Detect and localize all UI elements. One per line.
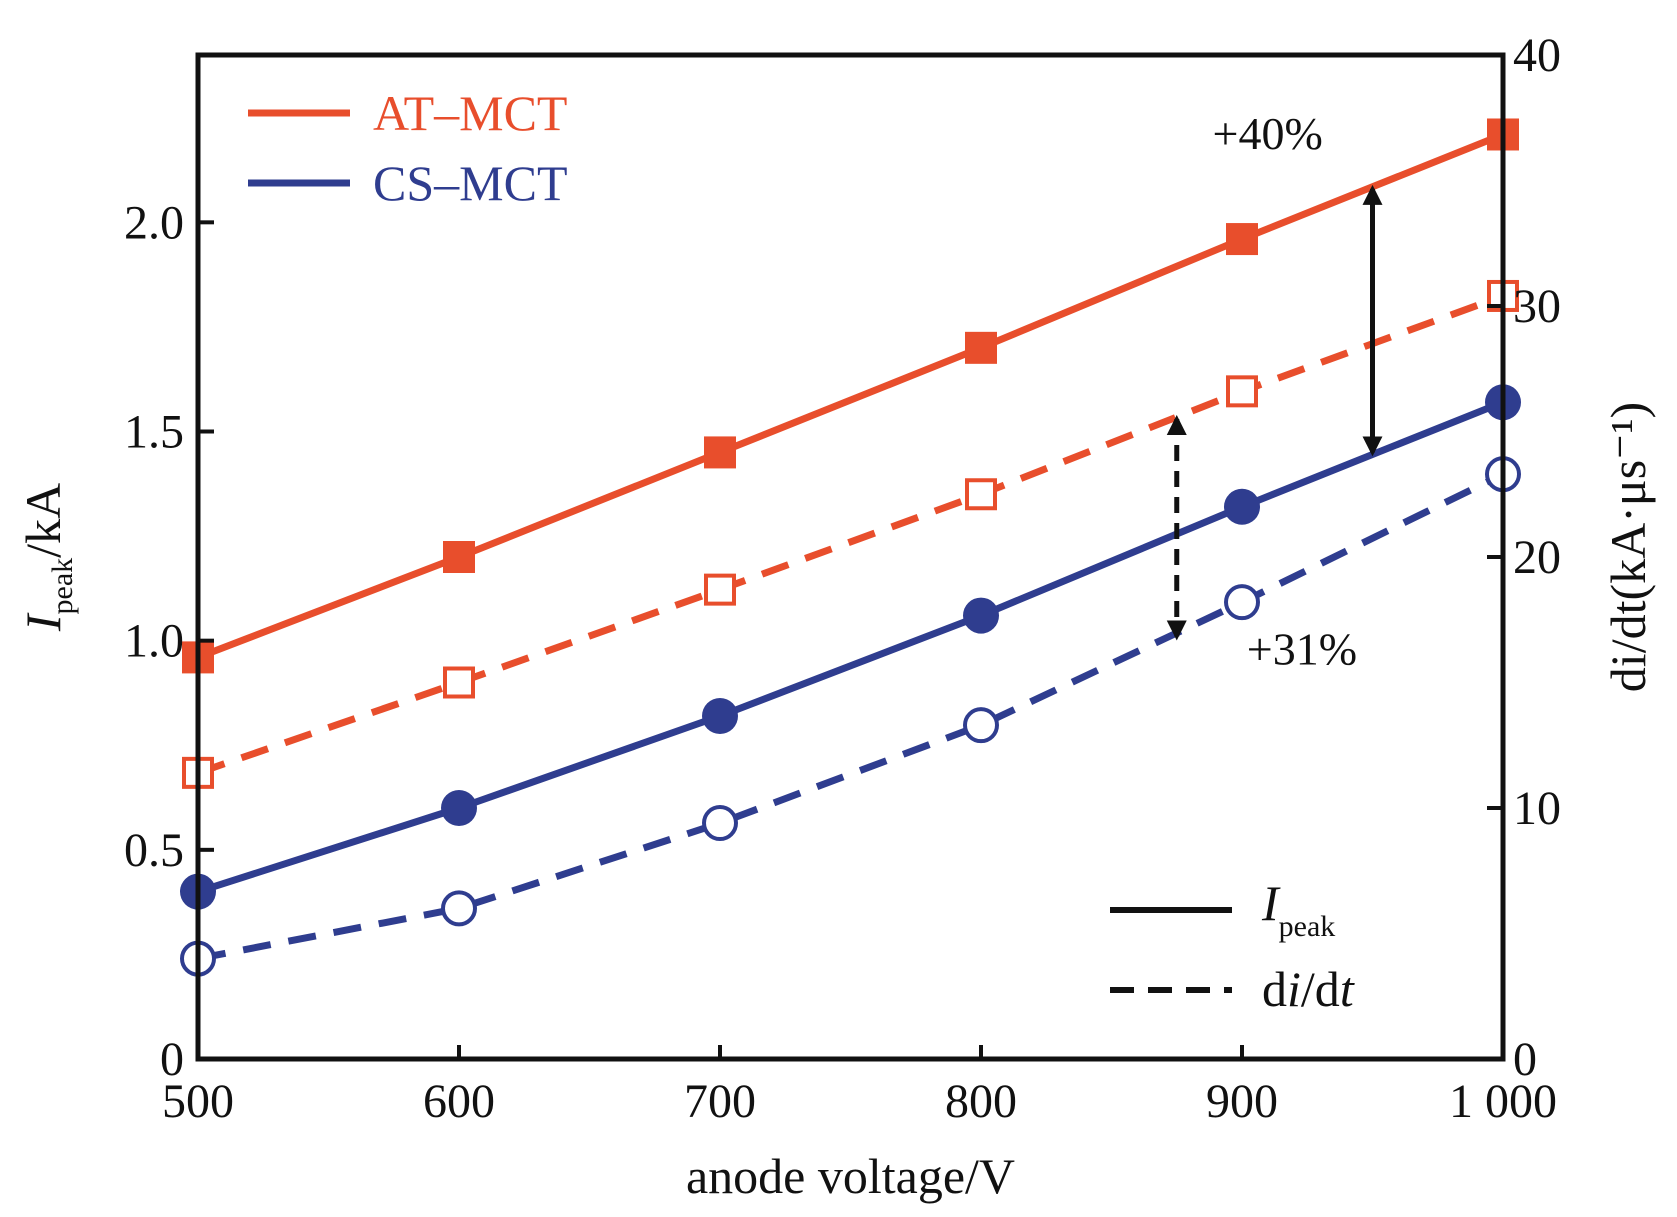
- legend2-label-1: di/dt: [1262, 961, 1355, 1017]
- x-tick-label: 1 000: [1449, 1075, 1557, 1128]
- legend-label-1: CS–MCT: [373, 155, 568, 211]
- y-tick-label: 1.0: [124, 615, 184, 668]
- legend2-label-0: Ipeak: [1261, 875, 1335, 943]
- legend2-label-1-part: d: [1262, 961, 1287, 1017]
- data-point: [1226, 375, 1258, 408]
- data-point: [1224, 488, 1260, 525]
- axes-layer: 500 600 700 800 900 1 00000.51.01.52.00102030…: [15, 29, 1656, 1204]
- y-axis-title-main: I: [15, 612, 71, 632]
- y-tick-label: 1.5: [124, 406, 184, 459]
- x-tick-label: 900: [1206, 1075, 1278, 1128]
- data-point: [702, 805, 738, 842]
- x-tick-label: 600: [423, 1075, 495, 1128]
- y-tick-label: 0: [160, 1033, 184, 1086]
- data-point: [441, 890, 477, 927]
- legend2-label-1-part: i: [1287, 961, 1301, 1017]
- y2-tick-label: 0: [1513, 1033, 1537, 1086]
- legend2-label-1-part: /d: [1301, 961, 1340, 1017]
- data-point: [443, 666, 475, 699]
- y2-tick-label: 10: [1513, 782, 1561, 835]
- data-point: [963, 707, 999, 744]
- y2-tick-label: 30: [1513, 280, 1561, 333]
- data-point: [443, 541, 475, 573]
- y2-tick-label: 20: [1513, 531, 1561, 584]
- y-axis-title-sub: peak: [46, 558, 79, 615]
- y-axis-title-unit: /kA: [15, 483, 71, 558]
- data-point: [963, 597, 999, 634]
- x-tick-label: 500: [162, 1075, 234, 1128]
- annotation-layer: +40% +31%: [1166, 108, 1383, 674]
- data-point: [704, 436, 736, 469]
- y-tick-label: 0.5: [124, 824, 184, 877]
- data-point: [702, 697, 738, 734]
- x-axis-title: anode voltage/V: [686, 1148, 1015, 1204]
- data-point: [441, 790, 477, 826]
- y-tick-label: 2.0: [124, 196, 184, 249]
- data-point: [965, 331, 997, 364]
- y-axis-title: Ipeak/kA: [15, 483, 79, 632]
- data-point: [1226, 223, 1258, 256]
- legend-label-0: AT–MCT: [373, 85, 567, 141]
- data-point: [965, 478, 997, 511]
- x-tick-label: 800: [945, 1075, 1017, 1128]
- data-point: [1224, 584, 1260, 621]
- series-line-2: [196, 398, 1505, 896]
- series-line-1: [196, 292, 1505, 777]
- legend2-label-0-main: I: [1261, 875, 1281, 931]
- x-tick-label: 700: [684, 1075, 756, 1128]
- legend2-label-1-part: t: [1340, 961, 1355, 1017]
- legend2-label-0-sub: peak: [1279, 910, 1336, 943]
- y2-axis-title: di/dt(kA·μs⁻¹): [1600, 402, 1656, 692]
- y2-tick-label: 40: [1513, 29, 1561, 82]
- series-line-3: [197, 471, 1505, 963]
- annotation-label-1: +31%: [1247, 623, 1357, 674]
- series-line-0: [196, 131, 1505, 661]
- series-layer: [180, 118, 1521, 977]
- legend-layer: AT–MCT CS–MCT Ipeak di/dt: [248, 85, 1355, 1017]
- data-point: [704, 573, 736, 606]
- annotation-label-0: +40%: [1213, 108, 1323, 159]
